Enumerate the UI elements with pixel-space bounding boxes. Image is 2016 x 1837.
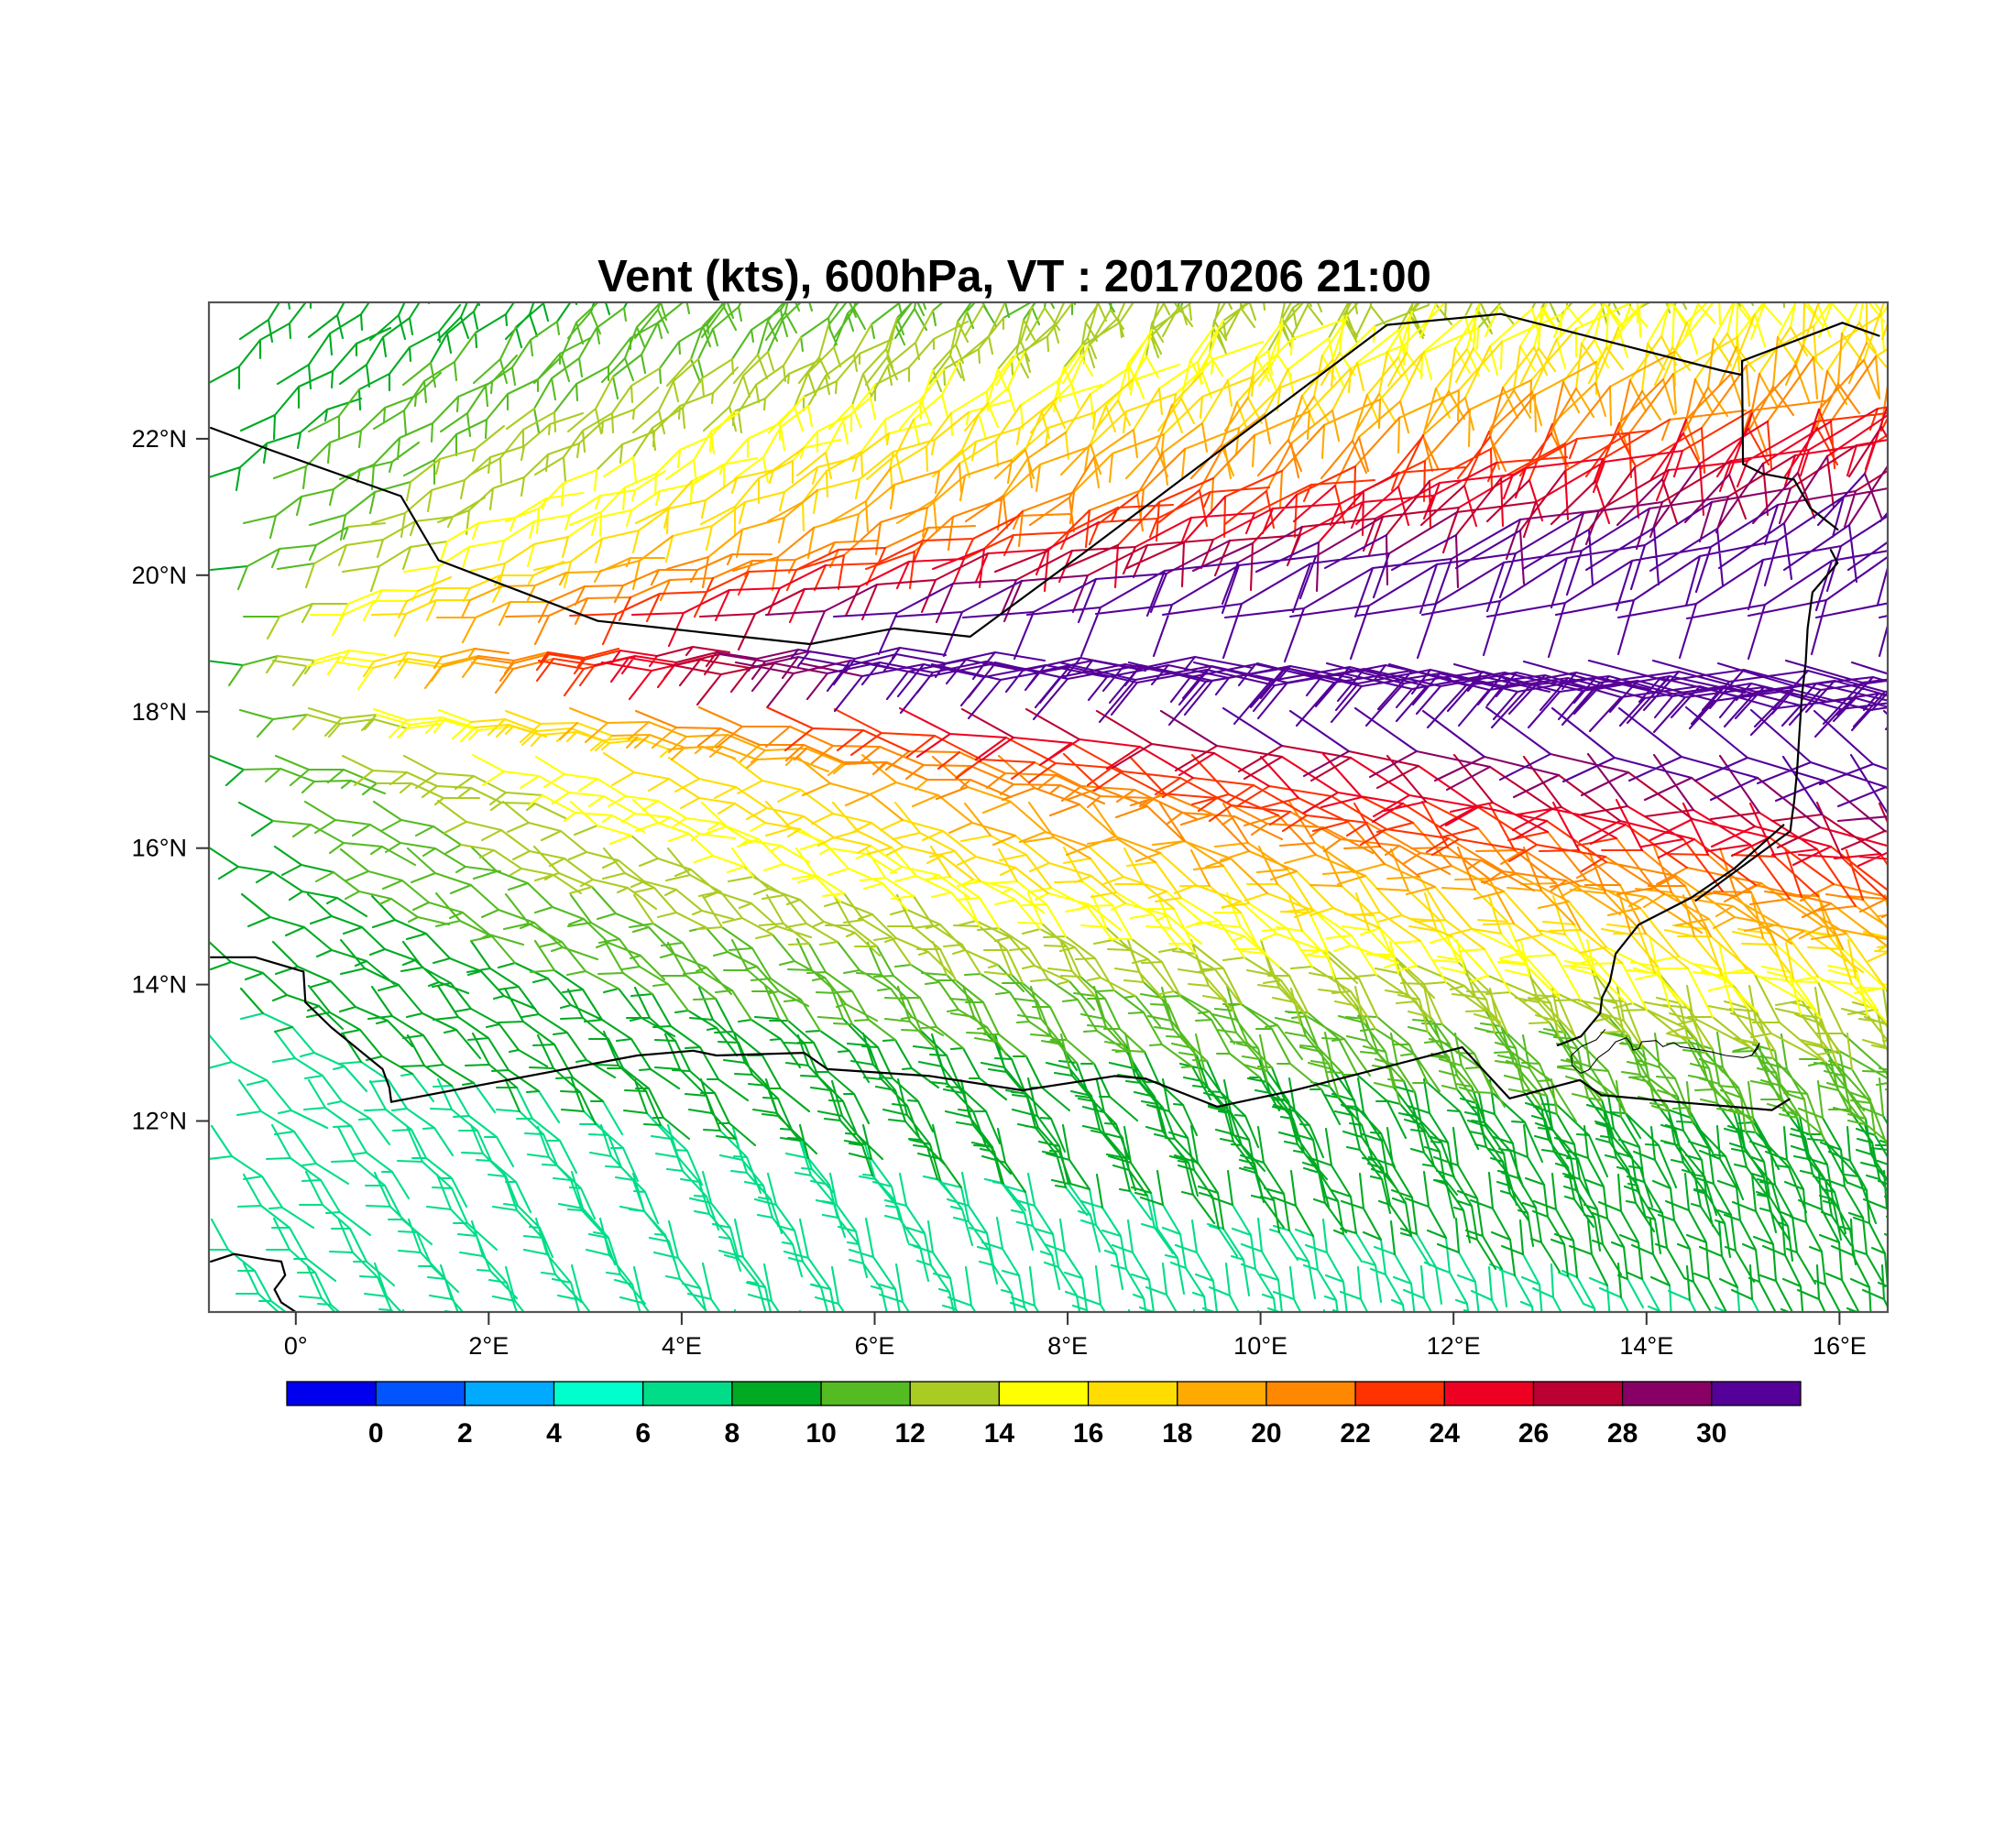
svg-text:0: 0 [368, 1418, 384, 1449]
svg-text:16°N: 16°N [132, 835, 187, 862]
svg-text:10°E: 10°E [1233, 1332, 1287, 1360]
svg-text:16: 16 [1073, 1418, 1103, 1449]
svg-text:10: 10 [805, 1418, 836, 1449]
svg-text:6: 6 [635, 1418, 651, 1449]
svg-text:18°N: 18°N [132, 698, 187, 726]
svg-text:20°N: 20°N [132, 562, 187, 589]
svg-text:16°E: 16°E [1813, 1332, 1867, 1360]
svg-text:26: 26 [1518, 1418, 1549, 1449]
svg-text:20: 20 [1251, 1418, 1281, 1449]
svg-text:4: 4 [546, 1418, 562, 1449]
svg-text:6°E: 6°E [855, 1332, 895, 1360]
svg-text:8°E: 8°E [1047, 1332, 1088, 1360]
svg-text:24: 24 [1430, 1418, 1461, 1449]
svg-text:18: 18 [1162, 1418, 1192, 1449]
svg-text:30: 30 [1696, 1418, 1726, 1449]
svg-text:14°E: 14°E [1619, 1332, 1673, 1360]
svg-text:8: 8 [725, 1418, 740, 1449]
svg-text:12: 12 [895, 1418, 926, 1449]
svg-text:14°N: 14°N [132, 971, 187, 999]
svg-text:22: 22 [1340, 1418, 1370, 1449]
svg-text:0°: 0° [284, 1332, 308, 1360]
svg-text:14: 14 [984, 1418, 1015, 1449]
svg-text:12°E: 12°E [1427, 1332, 1481, 1360]
svg-text:22°N: 22°N [132, 425, 187, 453]
svg-text:Vent (kts), 600hPa, VT : 20170: Vent (kts), 600hPa, VT : 20170206 21:00 [597, 252, 1431, 301]
svg-text:4°E: 4°E [662, 1332, 702, 1360]
svg-text:2: 2 [457, 1418, 473, 1449]
svg-text:2°E: 2°E [468, 1332, 509, 1360]
svg-text:28: 28 [1607, 1418, 1638, 1449]
svg-text:12°N: 12°N [132, 1108, 187, 1135]
